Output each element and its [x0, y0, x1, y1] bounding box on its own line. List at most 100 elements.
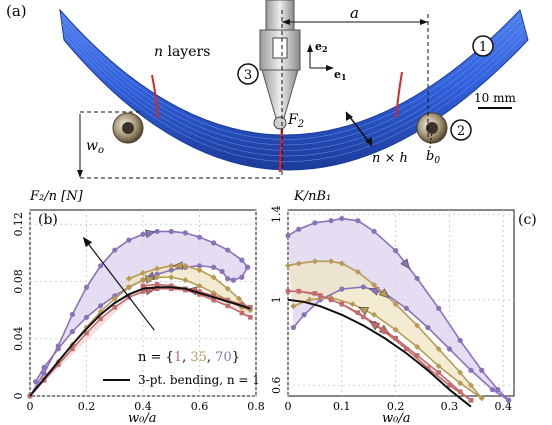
- thickness-arrow-head-a: [346, 112, 353, 121]
- panel-b-xlabel: w₀/a: [128, 411, 156, 425]
- data-point: [154, 265, 161, 272]
- distance-label: a: [350, 4, 359, 22]
- data-point: [239, 310, 245, 316]
- data-point: [296, 226, 302, 232]
- data-point: [457, 337, 463, 344]
- increasing-n-arrowhead: [82, 236, 93, 248]
- data-point: [290, 324, 296, 331]
- data-point: [404, 346, 409, 352]
- data-point: [41, 364, 47, 370]
- panel-b-plot-area: 0 0.2 0.4 0.6 0.8 0 0.04 0.08 0.12: [12, 209, 265, 413]
- direction-arrow: [358, 306, 370, 316]
- reference-curve: [287, 298, 472, 408]
- data-point: [210, 274, 217, 281]
- y-tick-label: 0.04: [12, 327, 25, 352]
- increasing-n-arrow: [86, 241, 155, 331]
- data-point: [467, 382, 474, 389]
- x-tick-label: 0.2: [387, 400, 405, 413]
- data-point: [414, 322, 421, 329]
- data-point: [285, 288, 291, 294]
- data-point: [55, 362, 61, 367]
- data-point: [154, 282, 160, 287]
- data-point: [244, 264, 251, 270]
- data-point: [248, 304, 253, 310]
- deflection-label: wo: [86, 138, 104, 156]
- data-point: [197, 292, 202, 297]
- data-point: [355, 218, 361, 224]
- data-point: [219, 268, 225, 275]
- data-point: [457, 369, 464, 376]
- data-point: [238, 304, 245, 311]
- data-point: [182, 262, 189, 269]
- data-point: [98, 263, 104, 269]
- panel-c-plot-area: 0 0.1 0.2 0.3 0.4 0.6 1 1.4: [270, 206, 515, 413]
- data-point: [224, 285, 231, 292]
- direction-arrow: [378, 288, 390, 299]
- data-point: [296, 288, 302, 294]
- data-point: [312, 220, 318, 226]
- direction-arrow: [145, 275, 156, 284]
- data-point: [354, 269, 361, 275]
- data-point: [339, 215, 345, 222]
- data-point: [285, 262, 291, 269]
- data-point: [140, 231, 146, 237]
- data-point: [125, 275, 132, 282]
- marker-3-text: 3: [244, 68, 252, 83]
- data-point: [371, 281, 378, 288]
- panel-b-label: (b): [38, 212, 58, 228]
- data-point: [338, 260, 345, 267]
- data-point: [154, 286, 160, 291]
- data-point: [225, 276, 231, 282]
- data-point: [393, 248, 399, 254]
- marker-3: 3: [237, 63, 259, 85]
- data-point: [360, 284, 366, 290]
- data-point: [33, 379, 39, 385]
- data-point: [140, 289, 146, 294]
- y-tick-label: 1.4: [270, 206, 283, 224]
- panel-c-ylabel: K/nB₁: [293, 189, 331, 204]
- data-point: [403, 305, 409, 311]
- data-point: [69, 329, 75, 335]
- axis-e2-label: e2: [315, 40, 328, 54]
- layers-label: n layers: [154, 44, 210, 60]
- data-point: [425, 365, 431, 371]
- data-point: [446, 346, 453, 352]
- data-point: [154, 228, 160, 235]
- data-point: [339, 286, 345, 292]
- panel-c-xlabel: w₀/a: [382, 411, 410, 425]
- data-point: [328, 218, 334, 224]
- x-tick-label: 0: [27, 400, 34, 413]
- data-point: [317, 293, 323, 298]
- data-point: [230, 277, 236, 283]
- data-point: [69, 311, 75, 318]
- data-point: [361, 314, 366, 320]
- x-tick-label: 0.4: [134, 400, 152, 413]
- data-point: [339, 301, 345, 307]
- data-point: [125, 284, 132, 291]
- data-point: [140, 283, 146, 289]
- data-point: [98, 303, 104, 309]
- data-point: [112, 247, 118, 253]
- x-tick-label: 0.4: [494, 400, 512, 413]
- indenter: [259, 0, 301, 130]
- data-point: [489, 386, 496, 393]
- y-tick-label: 0.6: [270, 377, 283, 395]
- data-point: [196, 267, 203, 274]
- data-point: [197, 289, 202, 294]
- data-point: [168, 286, 174, 291]
- legend-n-set: n = {1, 35, 70}: [138, 350, 240, 365]
- data-point: [239, 274, 245, 280]
- red-seam-right: [395, 71, 403, 119]
- y-tick-label: 1: [270, 296, 283, 303]
- direction-arrow: [400, 258, 410, 269]
- data-point: [239, 257, 245, 263]
- reference-curve: [29, 286, 251, 397]
- marker-2-text: 2: [457, 124, 465, 139]
- data-point: [55, 346, 61, 352]
- data-point: [328, 258, 335, 265]
- data-point: [182, 277, 189, 284]
- red-seam-left: [151, 74, 159, 119]
- data-point: [140, 277, 146, 284]
- data-point: [83, 314, 90, 320]
